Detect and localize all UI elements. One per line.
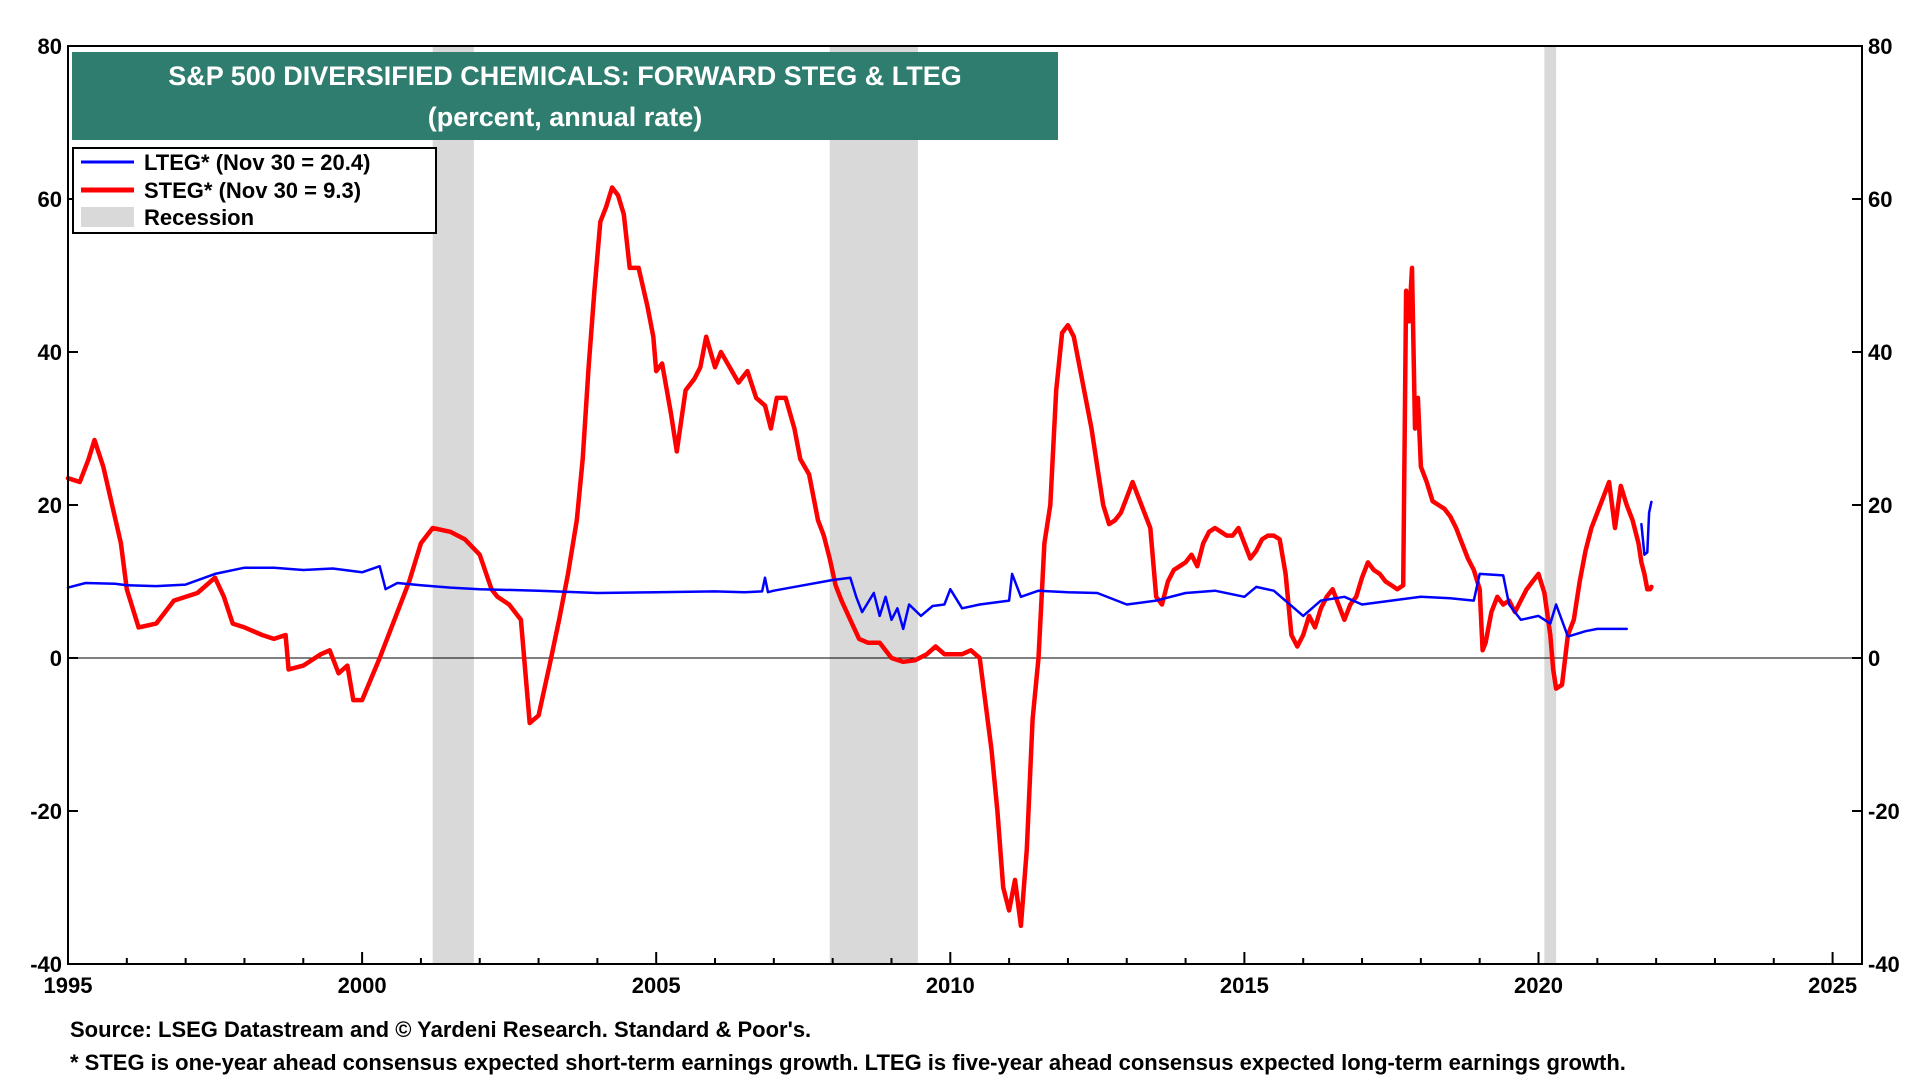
y-tick-label-left: -40: [30, 952, 62, 977]
y-tick-label-right: 60: [1868, 187, 1892, 212]
y-tick-label-right: 20: [1868, 493, 1892, 518]
x-tick-label: 2005: [632, 973, 681, 998]
y-tick-label-right: 0: [1868, 646, 1880, 671]
y-tick-label-left: 60: [38, 187, 62, 212]
recession-band-2: [1544, 46, 1557, 964]
legend-label-recession: Recession: [144, 205, 254, 230]
title-box: S&P 500 DIVERSIFIED CHEMICALS: FORWARD S…: [72, 52, 1058, 140]
recession-band-0: [432, 46, 474, 964]
steg-line: [65, 185, 1654, 929]
legend-label-steg: STEG* (Nov 30 = 9.3): [144, 178, 361, 203]
y-tick-label-left: -20: [30, 799, 62, 824]
y-tick-label-right: -20: [1868, 799, 1900, 824]
x-tick-label: 1995: [44, 973, 93, 998]
y-tick-label-right: 40: [1868, 340, 1892, 365]
y-tick-label-left: 20: [38, 493, 62, 518]
legend: LTEG* (Nov 30 = 20.4) STEG* (Nov 30 = 9.…: [72, 147, 437, 234]
x-tick-label: 2010: [926, 973, 975, 998]
lteg-line: [66, 500, 1653, 638]
x-tick-label: 2000: [338, 973, 387, 998]
y-tick-label-left: 40: [38, 340, 62, 365]
y-tick-label-right: 80: [1868, 34, 1892, 59]
y-tick-label-left: 0: [50, 646, 62, 671]
chart-subtitle: (percent, annual rate): [428, 102, 703, 132]
series-lines: [65, 185, 1654, 929]
definition-note: * STEG is one-year ahead consensus expec…: [70, 1050, 1626, 1075]
chart-title: S&P 500 DIVERSIFIED CHEMICALS: FORWARD S…: [168, 61, 962, 91]
y-tick-label-right: -40: [1868, 952, 1900, 977]
x-tick-label: 2025: [1808, 973, 1857, 998]
x-tick-label: 2020: [1514, 973, 1563, 998]
y-tick-label-left: 80: [38, 34, 62, 59]
legend-label-lteg: LTEG* (Nov 30 = 20.4): [144, 150, 370, 175]
x-tick-label: 2015: [1220, 973, 1269, 998]
source-note: Source: LSEG Datastream and © Yardeni Re…: [70, 1017, 812, 1042]
title-background: [72, 52, 1058, 140]
recession-bands: [432, 46, 1557, 964]
legend-swatch-recession: [81, 207, 134, 227]
recession-band-1: [829, 46, 918, 964]
